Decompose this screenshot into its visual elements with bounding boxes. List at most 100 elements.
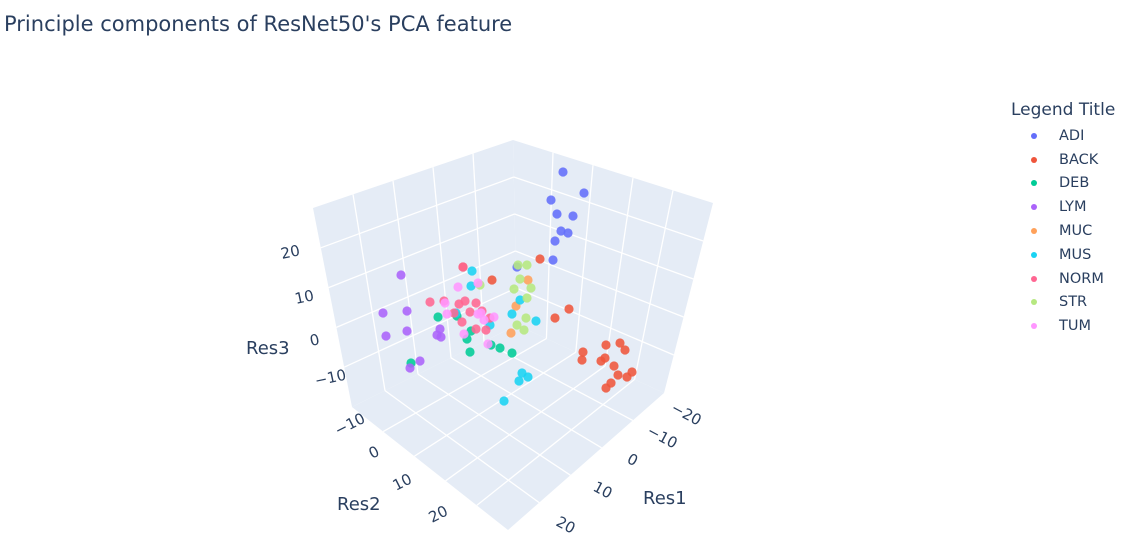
data-point-norm[interactable] (457, 317, 467, 327)
data-point-back[interactable] (613, 370, 623, 380)
x-tick-label: 10 (590, 478, 615, 503)
data-point-adi[interactable] (552, 209, 562, 219)
x-tick-label: −10 (644, 422, 680, 453)
legend: Legend Title ADI BACK DEB LYM MUC MUS NORM STR T… (1011, 100, 1115, 338)
gridline (476, 378, 636, 506)
data-point-str[interactable] (522, 293, 532, 303)
data-point-adi[interactable] (546, 195, 556, 205)
legend-marker-icon (1031, 132, 1037, 139)
legend-label: BACK (1059, 151, 1099, 168)
legend-item-mus[interactable]: MUS (1011, 243, 1115, 267)
data-point-mus[interactable] (507, 309, 517, 319)
gridline (343, 287, 517, 368)
data-point-deb[interactable] (465, 347, 475, 357)
data-point-tum[interactable] (473, 278, 483, 288)
data-point-lym[interactable] (432, 330, 442, 340)
data-point-lym[interactable] (415, 356, 425, 366)
data-point-muc[interactable] (506, 328, 516, 338)
data-point-back[interactable] (615, 338, 625, 348)
data-point-deb[interactable] (433, 312, 443, 322)
legend-label: TUM (1059, 318, 1091, 335)
data-point-tum[interactable] (483, 339, 493, 349)
data-point-lym[interactable] (378, 308, 388, 318)
data-point-norm[interactable] (458, 262, 468, 272)
data-point-tum[interactable] (489, 312, 499, 322)
data-point-str[interactable] (513, 260, 523, 270)
data-point-lym[interactable] (381, 331, 391, 341)
data-point-lym[interactable] (396, 270, 406, 280)
data-point-back[interactable] (601, 383, 611, 393)
legend-item-back[interactable]: BACK (1011, 148, 1115, 172)
data-point-norm[interactable] (471, 298, 481, 308)
legend-label: DEB (1059, 175, 1090, 192)
data-point-str[interactable] (521, 313, 531, 323)
legend-item-str[interactable]: STR (1011, 291, 1115, 315)
data-point-str[interactable] (526, 283, 536, 293)
data-point-back[interactable] (535, 254, 545, 264)
data-point-tum[interactable] (440, 298, 450, 308)
data-point-back[interactable] (596, 356, 606, 366)
x-tick-label: −20 (668, 399, 704, 430)
data-point-str[interactable] (512, 320, 522, 330)
data-point-tum[interactable] (459, 329, 469, 339)
data-point-back[interactable] (601, 340, 611, 350)
data-point-deb[interactable] (495, 343, 505, 353)
data-point-lym[interactable] (402, 306, 412, 316)
data-point-norm[interactable] (460, 296, 470, 306)
data-point-adi[interactable] (558, 167, 568, 177)
z-tick-label: 10 (293, 286, 315, 308)
data-point-tum[interactable] (453, 282, 463, 292)
y-tick-label: 10 (390, 470, 415, 495)
data-point-mus[interactable] (523, 372, 533, 382)
data-point-muc[interactable] (523, 275, 533, 285)
legend-item-deb[interactable]: DEB (1011, 172, 1115, 196)
legend-marker-icon (1031, 323, 1037, 330)
data-point-back[interactable] (609, 361, 619, 371)
data-point-adi[interactable] (550, 236, 560, 246)
data-point-norm[interactable] (465, 307, 475, 317)
data-point-back[interactable] (487, 275, 497, 285)
legend-item-norm[interactable]: NORM (1011, 267, 1115, 291)
data-point-tum[interactable] (479, 315, 489, 325)
gridline (545, 152, 554, 339)
x-tick-label: 0 (624, 450, 641, 470)
data-point-str[interactable] (519, 325, 529, 335)
data-point-mus[interactable] (466, 281, 476, 291)
data-point-adi[interactable] (556, 226, 566, 236)
legend-item-tum[interactable]: TUM (1011, 314, 1115, 338)
data-point-norm[interactable] (449, 308, 459, 318)
data-point-back[interactable] (620, 345, 630, 355)
data-point-mus[interactable] (515, 295, 525, 305)
data-point-lym[interactable] (405, 363, 415, 373)
data-point-deb[interactable] (507, 348, 517, 358)
data-point-str[interactable] (509, 284, 519, 294)
data-point-mus[interactable] (531, 316, 541, 326)
data-point-adi[interactable] (568, 211, 578, 221)
data-point-norm[interactable] (425, 297, 435, 307)
data-point-mus[interactable] (467, 266, 477, 276)
data-point-back[interactable] (578, 347, 588, 357)
data-point-mus[interactable] (499, 396, 509, 406)
legend-label: STR (1059, 294, 1088, 311)
data-point-adi[interactable] (579, 188, 589, 198)
data-point-back[interactable] (564, 304, 574, 314)
data-point-back[interactable] (550, 313, 560, 323)
legend-item-lym[interactable]: LYM (1011, 195, 1115, 219)
data-point-lym[interactable] (402, 326, 412, 336)
data-point-norm[interactable] (471, 324, 481, 334)
gridline (514, 213, 694, 280)
data-point-back[interactable] (627, 367, 637, 377)
z-tick-label: 0 (308, 330, 321, 350)
data-point-adi[interactable] (563, 228, 573, 238)
legend-item-muc[interactable]: MUC (1011, 219, 1115, 243)
data-point-tum[interactable] (442, 309, 452, 319)
data-point-back[interactable] (577, 355, 587, 365)
data-point-mus[interactable] (514, 376, 524, 386)
legend-item-adi[interactable]: ADI (1011, 124, 1115, 148)
data-point-str[interactable] (522, 260, 532, 270)
data-point-str[interactable] (515, 274, 525, 284)
data-point-tum[interactable] (476, 308, 486, 318)
data-point-adi[interactable] (548, 255, 558, 265)
data-point-norm[interactable] (481, 325, 491, 335)
